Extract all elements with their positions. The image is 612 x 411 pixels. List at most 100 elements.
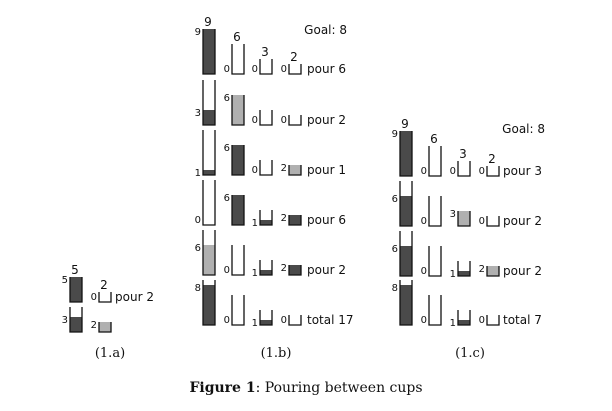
cup: 0	[91, 292, 112, 303]
cup: 1	[195, 130, 216, 179]
water-fill	[400, 285, 412, 325]
cup: 0	[252, 59, 273, 75]
cup: 3	[450, 209, 471, 227]
cup: 1	[252, 210, 273, 229]
cup: 0	[252, 160, 273, 176]
cup: 2	[281, 263, 302, 276]
cup: 0	[224, 44, 245, 75]
water-level-label: 1	[195, 168, 201, 179]
cup: 8	[195, 280, 216, 326]
water-level-label: 0	[252, 115, 258, 126]
water-fill	[289, 265, 301, 275]
cup-outline	[399, 131, 413, 177]
step-note: pour 2	[503, 214, 542, 228]
cup: 6	[392, 231, 413, 277]
state-row: 061 2 pour 6	[195, 180, 346, 229]
cup-outline	[259, 160, 273, 176]
water-fill	[232, 145, 244, 175]
cup: 8	[392, 280, 413, 326]
water-fill	[400, 131, 412, 176]
step-note: pour 6	[307, 213, 346, 227]
water-level-label: 1	[252, 218, 258, 229]
panel-label: (1.c)	[455, 346, 485, 361]
cup: 3	[62, 307, 83, 333]
water-fill	[487, 266, 499, 276]
water-level-label: 3	[62, 315, 68, 326]
water-level-label: 2	[91, 320, 97, 331]
cup-outline	[231, 295, 245, 326]
state-row: 6 0 1 2 pour 2	[392, 231, 542, 280]
water-level-label: 2	[281, 213, 287, 224]
cup: 1	[450, 261, 471, 280]
cup: 0	[479, 216, 500, 227]
cup-outline	[231, 145, 245, 176]
water-level-label: 0	[252, 165, 258, 176]
water-fill	[70, 317, 82, 332]
step-note: pour 2	[307, 263, 346, 277]
cup: 0	[281, 115, 302, 126]
water-level-label: 0	[281, 315, 287, 326]
cup-outline	[457, 310, 471, 326]
water-level-label: 0	[421, 166, 427, 177]
cup-outline	[457, 261, 471, 277]
step-note: pour 2	[307, 113, 346, 127]
cup-capacity-label: 2	[100, 278, 108, 292]
cup-outline	[202, 280, 216, 326]
cup-outline	[428, 196, 442, 227]
cup-capacity-label: 5	[71, 263, 79, 277]
cup-outline	[288, 315, 302, 326]
water-fill	[458, 320, 470, 325]
cup-outline	[288, 265, 302, 276]
cup: 3	[195, 80, 216, 126]
cup: 0	[281, 64, 302, 75]
cup: 0	[252, 110, 273, 126]
water-fill	[260, 270, 272, 275]
state-row: 5 0 pour 2	[62, 275, 154, 304]
cup: 9	[392, 129, 413, 177]
water-level-label: 0	[195, 215, 201, 226]
water-level-label: 0	[421, 216, 427, 227]
water-level-label: 5	[62, 275, 68, 286]
water-level-label: 0	[479, 166, 485, 177]
cup: 2	[281, 163, 302, 176]
water-fill	[203, 170, 215, 175]
water-level-label: 1	[252, 318, 258, 329]
water-level-label: 0	[224, 265, 230, 276]
cup-capacity-label: 2	[290, 50, 298, 64]
cup: 2	[91, 320, 112, 333]
water-level-label: 0	[479, 216, 485, 227]
cup-outline	[457, 161, 471, 177]
cup: 0	[421, 295, 442, 326]
cup-outline	[259, 310, 273, 326]
cup-outline	[486, 216, 500, 227]
cup-outline	[486, 166, 500, 177]
water-fill	[260, 220, 272, 225]
water-fill	[458, 271, 470, 276]
water-level-label: 9	[195, 27, 201, 38]
water-level-label: 0	[281, 115, 287, 126]
cup: 0	[195, 180, 216, 226]
cup: 2	[479, 264, 500, 277]
cup: 6	[392, 181, 413, 227]
cup-outline	[288, 165, 302, 176]
cup-outline	[202, 130, 216, 176]
cup-outline	[259, 210, 273, 226]
cup-outline	[288, 64, 302, 75]
state-row: 3 6 0 0 pour 2	[195, 80, 346, 127]
cup-outline	[399, 231, 413, 277]
cup-outline	[202, 29, 216, 75]
state-row: 8 0 1 0 total 17	[195, 280, 354, 329]
cup-outline	[202, 230, 216, 276]
water-fill	[203, 29, 215, 74]
cup: 1	[450, 310, 471, 329]
cup: 0	[450, 161, 471, 177]
cup-outline	[288, 215, 302, 226]
cup: 1	[252, 260, 273, 279]
state-row: 6 0 3 0 pour 2	[392, 181, 542, 228]
water-fill	[232, 95, 244, 125]
water-level-label: 8	[195, 283, 201, 294]
water-level-label: 0	[450, 166, 456, 177]
cup-capacity-label: 6	[233, 30, 241, 44]
